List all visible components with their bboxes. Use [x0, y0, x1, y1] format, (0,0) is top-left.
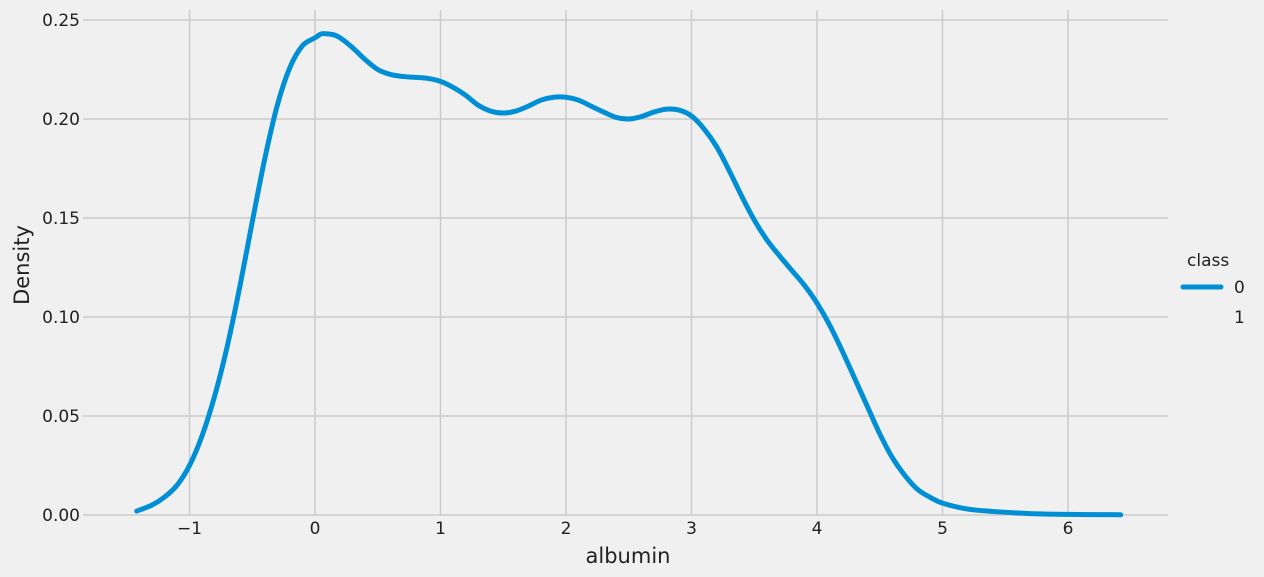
y-tick-label: 0.10 — [42, 308, 80, 328]
y-tick-label: 0.20 — [42, 110, 80, 130]
x-tick-labels: −1 0 1 2 3 4 5 6 — [177, 519, 1073, 539]
x-tick-label: 0 — [310, 519, 321, 539]
y-tick-label: 0.15 — [42, 209, 80, 229]
y-tick-labels: 0.00 0.05 0.10 0.15 0.20 0.25 — [42, 11, 80, 526]
legend: class 0 1 — [1180, 251, 1245, 328]
x-tick-label: −1 — [177, 519, 202, 539]
legend-label-0: 0 — [1234, 278, 1245, 298]
legend-title: class — [1187, 251, 1229, 271]
x-tick-label: 1 — [435, 519, 446, 539]
x-tick-label: 2 — [561, 519, 572, 539]
density-line-class-0 — [134, 31, 1124, 518]
y-tick-label: 0.00 — [42, 506, 80, 526]
y-axis-label: Density — [10, 225, 34, 305]
x-tick-label: 4 — [812, 519, 823, 539]
y-tick-label: 0.05 — [42, 407, 80, 427]
x-tick-label: 5 — [937, 519, 948, 539]
x-axis-label: albumin — [586, 544, 671, 568]
x-tick-label: 3 — [686, 519, 697, 539]
y-tick-label: 0.25 — [42, 11, 80, 31]
x-tick-label: 6 — [1063, 519, 1074, 539]
legend-label-1: 1 — [1234, 308, 1245, 328]
series-group — [134, 31, 1124, 518]
